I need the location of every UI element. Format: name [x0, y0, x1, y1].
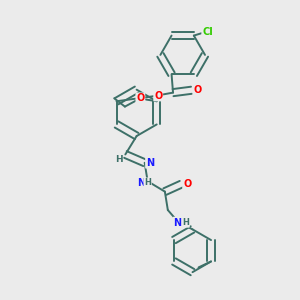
Text: H: H [182, 218, 189, 227]
Text: N: N [137, 178, 145, 188]
Text: H: H [115, 155, 123, 164]
Text: N: N [174, 218, 182, 227]
Text: H: H [144, 178, 151, 187]
Text: O: O [183, 179, 191, 189]
Text: O: O [193, 85, 202, 95]
Text: N: N [146, 158, 154, 168]
Text: O: O [136, 93, 145, 103]
Text: Cl: Cl [202, 27, 213, 37]
Text: O: O [154, 91, 162, 100]
